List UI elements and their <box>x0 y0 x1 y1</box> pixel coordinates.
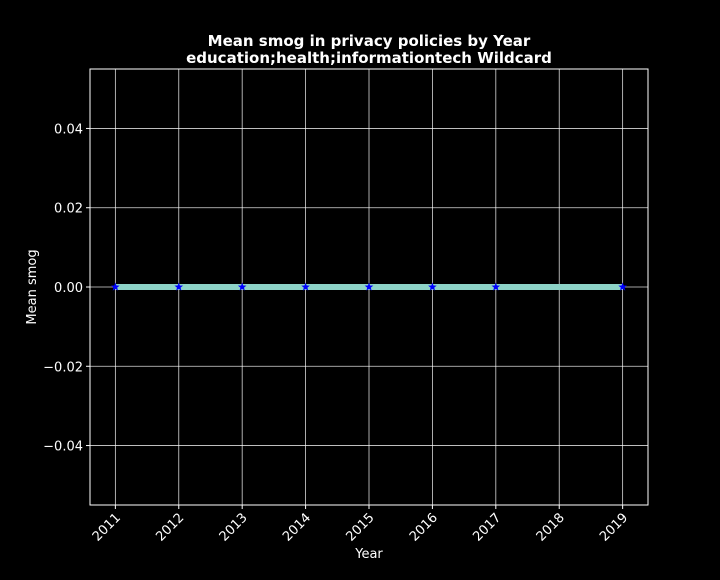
series <box>111 282 627 291</box>
chart-title: Mean smog in privacy policies by Year <box>208 32 531 50</box>
tick-labels: 2011 2012 2013 2014 2015 2016 2017 2018 2019 −0.0… <box>43 122 631 544</box>
data-point-marker <box>301 282 310 291</box>
data-point-marker <box>491 282 501 291</box>
y-tick-label: 0.02 <box>54 202 83 217</box>
x-tick-label: 2018 <box>534 511 568 545</box>
data-point-marker <box>237 282 247 291</box>
x-axis-label: Year <box>354 547 383 562</box>
x-tick-label: 2016 <box>407 511 441 545</box>
x-tick-label: 2013 <box>217 511 251 545</box>
axes <box>86 68 649 509</box>
x-tick-label: 2012 <box>153 511 187 545</box>
x-tick-label: 2015 <box>344 511 378 545</box>
chart-subtitle: education;health;informationtech Wildcar… <box>186 49 552 67</box>
plot-frame <box>89 68 649 506</box>
data-point-marker <box>618 282 627 291</box>
data-point-marker <box>174 282 184 291</box>
x-tick-label: 2017 <box>470 511 504 545</box>
y-tick-label: 0.04 <box>54 122 83 137</box>
y-axis-label: Mean smog <box>25 249 40 324</box>
data-point-marker <box>364 282 374 291</box>
data-point-marker <box>428 282 437 291</box>
y-tick-label: 0.00 <box>54 281 83 296</box>
y-tick-label: −0.04 <box>43 440 83 455</box>
y-tick-label: −0.02 <box>43 360 83 375</box>
data-point-marker <box>111 282 120 291</box>
x-tick-label: 2011 <box>90 511 124 545</box>
x-tick-label: 2014 <box>280 511 314 545</box>
x-tick-label: 2019 <box>597 511 631 545</box>
